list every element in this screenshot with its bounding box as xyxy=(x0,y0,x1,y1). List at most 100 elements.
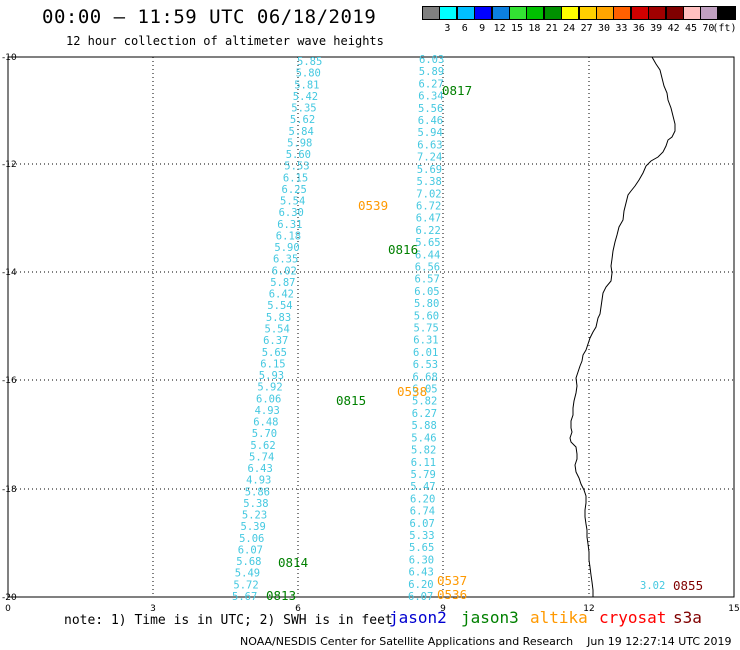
swh-value: 5.90 xyxy=(274,242,299,254)
swh-value: 7.24 xyxy=(417,152,442,164)
swh-value: 6.31 xyxy=(413,335,438,347)
satellite-legend-cryosat: cryosat xyxy=(599,608,667,627)
color-scale-label: 27 xyxy=(580,23,593,34)
satellite-legend-jason2: jason2 xyxy=(389,608,447,627)
swh-value: 5.65 xyxy=(409,542,434,554)
x-tick-label: 9 xyxy=(440,604,446,614)
swh-value: 5.42 xyxy=(293,91,318,103)
swh-value: 5.69 xyxy=(417,164,442,176)
swh-value: 6.37 xyxy=(263,335,288,347)
color-scale-label: 33 xyxy=(615,23,628,34)
swh-value: 5.38 xyxy=(243,498,268,510)
swh-value: 5.68 xyxy=(236,556,261,568)
color-scale-label: 30 xyxy=(597,23,611,34)
swh-value: 6.56 xyxy=(415,262,440,274)
swh-value: 6.48 xyxy=(253,417,278,429)
pass-time-label: 0536 xyxy=(437,587,467,602)
swh-value: 4.93 xyxy=(246,475,271,487)
swh-value: 6.72 xyxy=(416,201,441,213)
swh-value: 5.75 xyxy=(414,323,439,335)
swh-value: 5.53 xyxy=(284,161,309,173)
swh-value: 5.39 xyxy=(241,521,266,533)
pass-time-label: 0855 xyxy=(673,578,703,593)
swh-value: 5.82 xyxy=(411,445,436,457)
y-tick-label: -16 xyxy=(2,376,17,386)
swh-value: 6.42 xyxy=(269,289,294,301)
color-scale-label: 45 xyxy=(684,23,698,34)
swh-value: 6.63 xyxy=(417,139,442,151)
swh-value: 6.20 xyxy=(410,493,435,505)
x-tick-label: 12 xyxy=(583,604,594,614)
pass-time-label: 0539 xyxy=(358,198,388,213)
color-scale-label: 42 xyxy=(667,23,680,34)
swh-value: 6.22 xyxy=(416,225,441,237)
swh-value: 5.23 xyxy=(242,510,267,522)
swh-value: 5.06 xyxy=(239,533,264,545)
swh-value: 5.54 xyxy=(265,324,290,336)
swh-value: 5.93 xyxy=(259,370,284,382)
x-tick-label: 6 xyxy=(295,604,301,614)
color-scale-label: 9 xyxy=(479,23,486,34)
swh-value: 5.46 xyxy=(411,432,436,444)
swh-value: 6.05 xyxy=(412,384,437,396)
color-scale-unit: (ft) xyxy=(712,23,737,34)
swh-value: 5.82 xyxy=(412,396,437,408)
swh-value: 5.80 xyxy=(414,298,439,310)
swh-value: 5.70 xyxy=(252,428,277,440)
swh-value: 6.11 xyxy=(411,457,436,469)
color-scale-label: 12 xyxy=(493,23,506,34)
y-tick-label: -12 xyxy=(2,160,17,170)
color-scale-label: 15 xyxy=(510,23,524,34)
y-tick-label: -14 xyxy=(2,268,17,278)
swh-value: 6.74 xyxy=(410,506,435,518)
swh-value: 6.31 xyxy=(277,219,302,231)
pass-time-label: 0816 xyxy=(388,242,418,257)
swh-value: 5.86 xyxy=(245,486,270,498)
swh-value: 5.92 xyxy=(257,382,282,394)
color-scale-label: 18 xyxy=(528,23,541,34)
color-scale-label: 3 xyxy=(444,23,451,34)
swh-value: 5.98 xyxy=(287,137,312,149)
swh-value: 6.01 xyxy=(413,347,438,359)
swh-value: 5.60 xyxy=(414,310,439,322)
swh-value: 6.68 xyxy=(413,371,438,383)
swh-value: 6.02 xyxy=(272,265,297,277)
swh-value: 5.60 xyxy=(286,149,311,161)
swh-value: 6.43 xyxy=(409,567,434,579)
swh-value: 5.84 xyxy=(289,126,314,138)
credit-line: NOAA/NESDIS Center for Satellite Applica… xyxy=(240,635,732,648)
x-tick-label: 3 xyxy=(150,604,156,614)
plot-frame xyxy=(7,56,735,598)
color-scale-label: 24 xyxy=(563,23,576,34)
map-subtitle: 12 hour collection of altimeter wave hei… xyxy=(66,34,384,48)
swh-value: 6.07 xyxy=(408,591,433,603)
swh-value: 5.74 xyxy=(249,451,274,463)
swh-value: 4.93 xyxy=(255,405,280,417)
map-title: 00:00 – 11:59 UTC 06/18/2019 xyxy=(42,6,377,28)
swh-value: 6.06 xyxy=(256,393,281,405)
color-scale-label: 36 xyxy=(632,23,645,34)
swh-value: 5.79 xyxy=(411,469,436,481)
swh-value: 3.02 xyxy=(640,580,665,592)
swh-value: 6.47 xyxy=(416,213,441,225)
y-tick-label: -20 xyxy=(2,593,17,603)
pass-time-label: 0817 xyxy=(442,83,472,98)
swh-value: 6.15 xyxy=(260,358,285,370)
satellite-legend-s3a: s3a xyxy=(673,608,702,627)
x-tick-label: 0 xyxy=(5,604,11,614)
pass-time-label: 0814 xyxy=(278,555,308,570)
color-scale-label: 21 xyxy=(545,23,558,34)
swh-value: 5.87 xyxy=(270,277,295,289)
pass-time-label: 0813 xyxy=(266,588,296,603)
swh-value: 6.43 xyxy=(248,463,273,475)
swh-value: 5.94 xyxy=(418,127,443,139)
swh-value: 6.27 xyxy=(412,408,437,420)
swh-value: 6.07 xyxy=(410,518,435,530)
satellite-legend-altika: altika xyxy=(530,608,588,627)
swh-value: 5.88 xyxy=(412,420,437,432)
swh-value: 6.35 xyxy=(273,254,298,266)
swh-value: 5.56 xyxy=(418,103,443,115)
swh-value: 5.85 xyxy=(297,56,322,68)
